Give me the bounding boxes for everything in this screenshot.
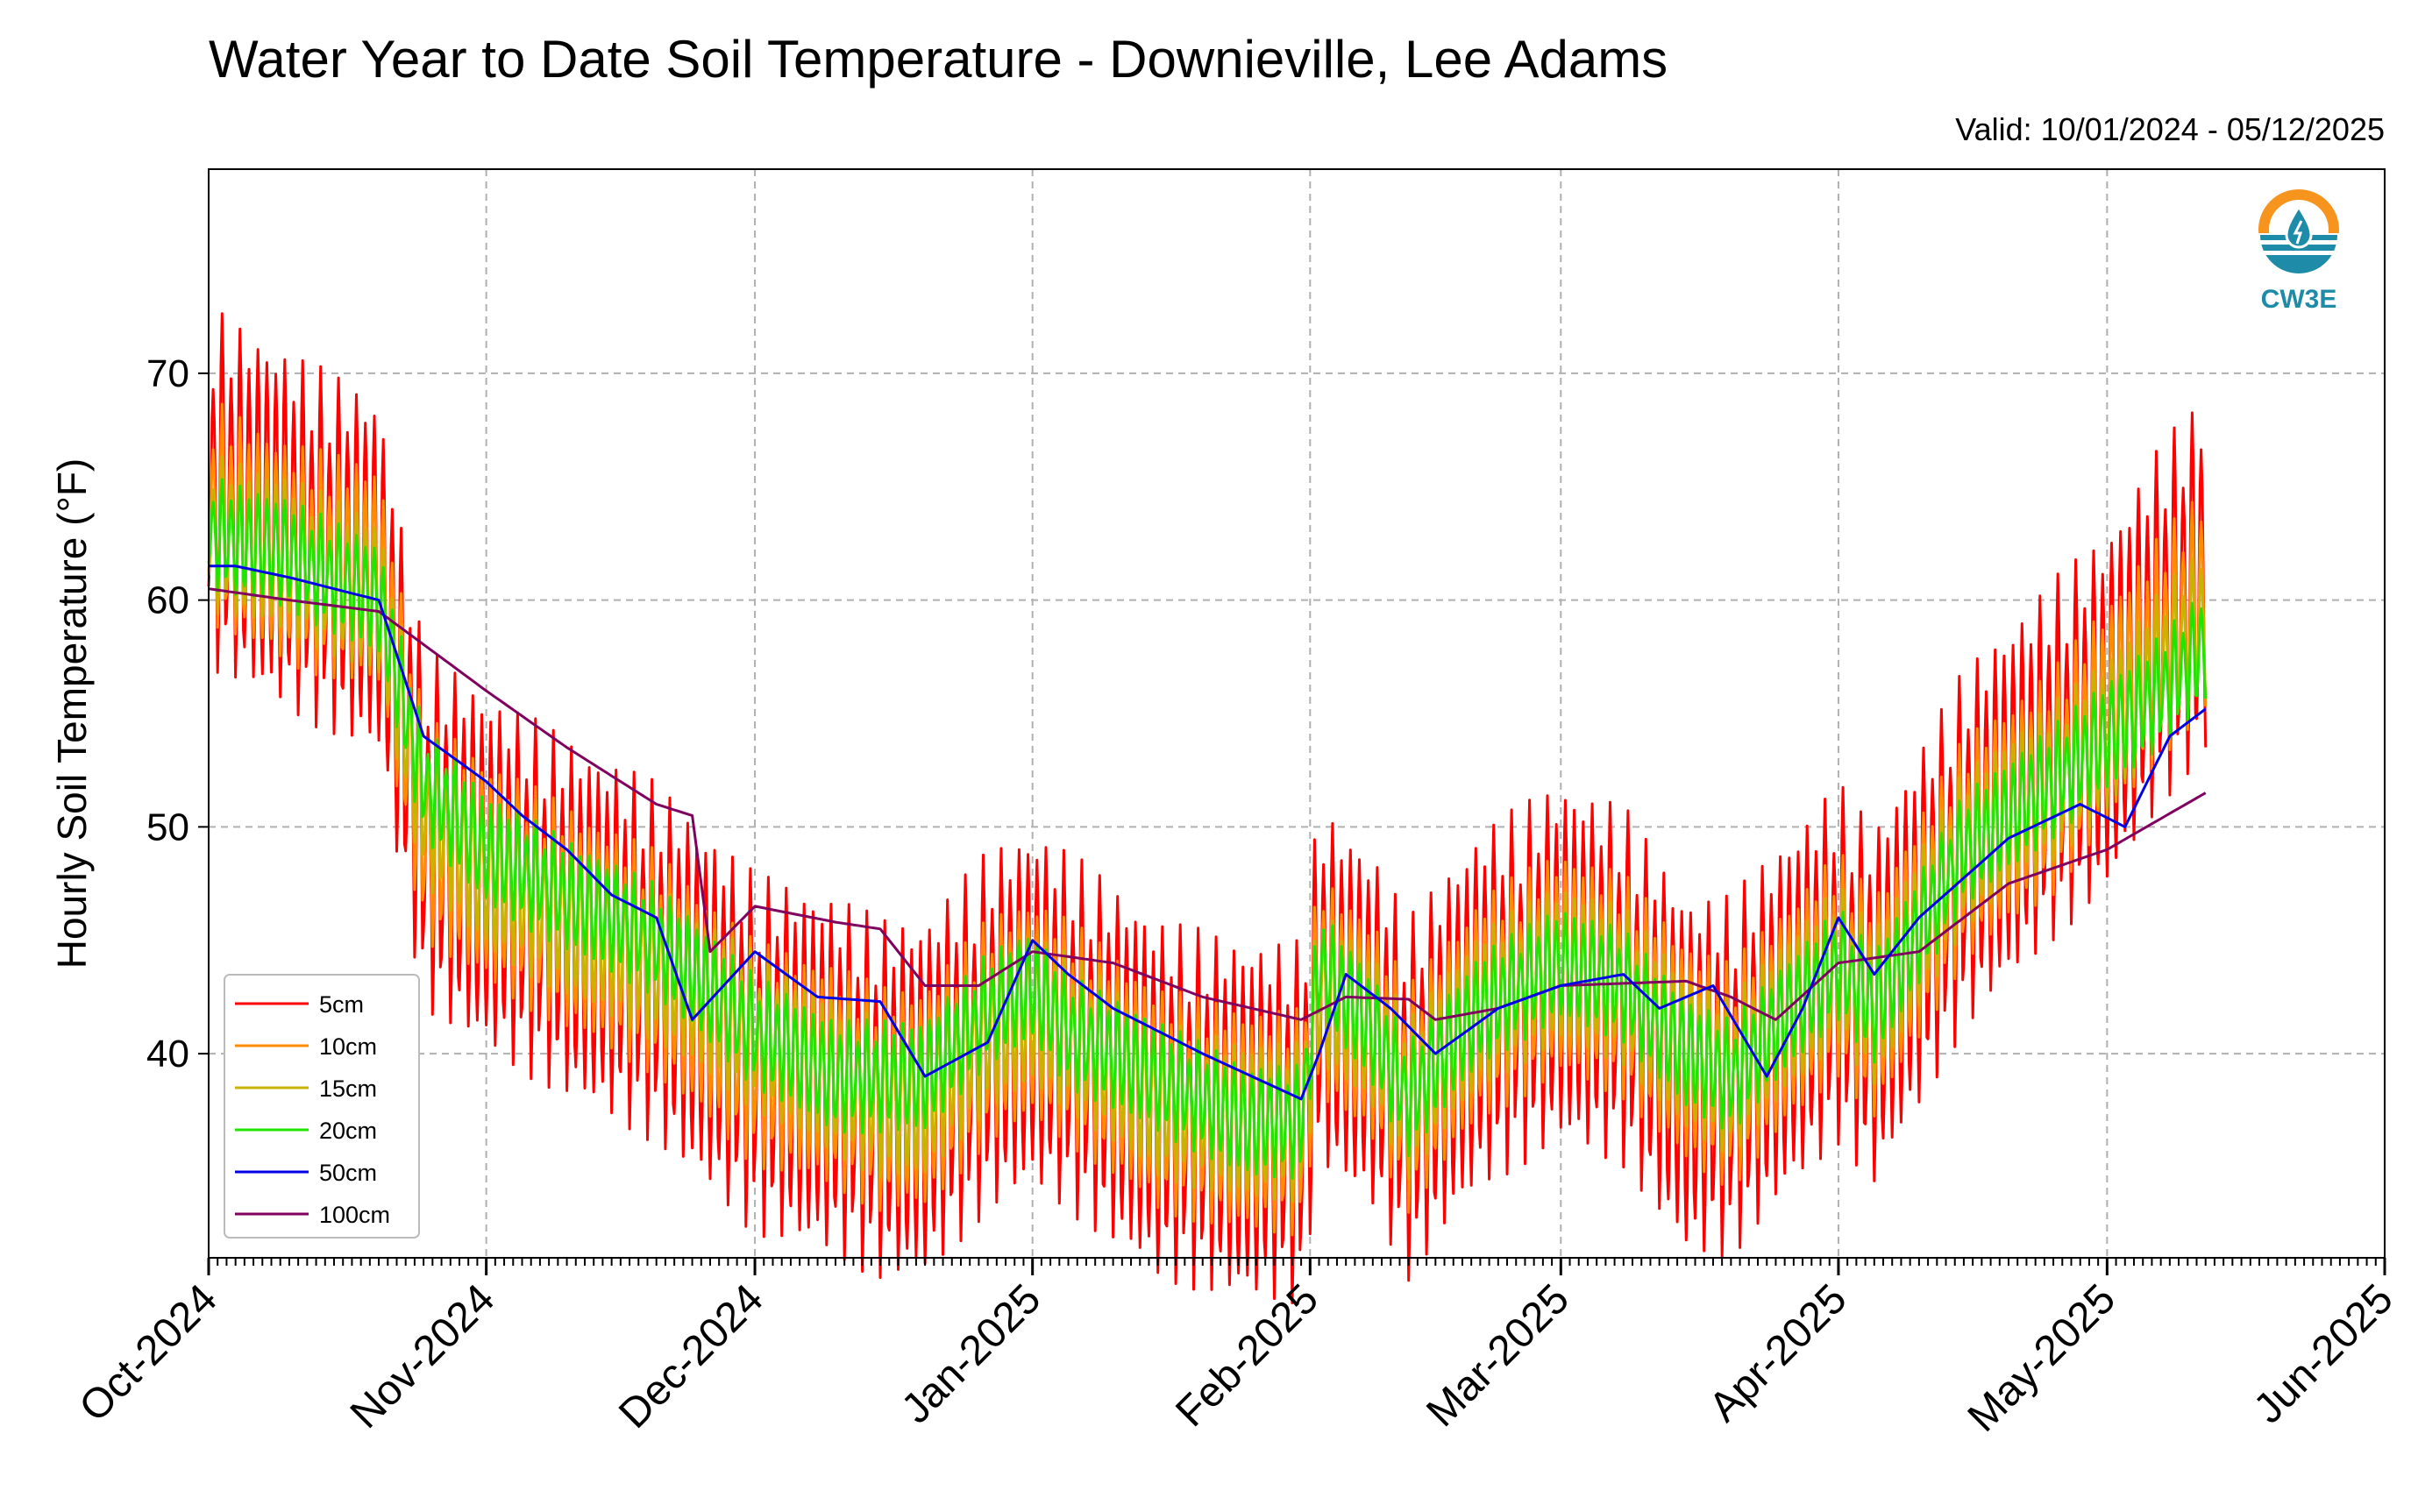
x-tick-label: Nov-2024 [342, 1275, 504, 1437]
cw3e-logo: CW3E [2253, 189, 2344, 314]
x-tick-label: Oct-2024 [71, 1275, 226, 1430]
series-line-50cm [209, 564, 2207, 1101]
y-tick-label: 60 [146, 579, 189, 622]
y-axis: 40 50 60 70 [146, 352, 209, 1075]
legend-label-20cm: 20cm [319, 1118, 377, 1144]
x-tick-label: Dec-2024 [610, 1275, 772, 1437]
legend-label-100cm: 100cm [319, 1202, 390, 1228]
legend-label-50cm: 50cm [319, 1160, 377, 1186]
chart-title: Water Year to Date Soil Temperature - Do… [209, 30, 1668, 89]
legend-label-5cm: 5cm [319, 991, 364, 1018]
plot-frame [208, 168, 2386, 1259]
y-tick-label: 40 [146, 1033, 189, 1075]
x-tick-label: Feb-2025 [1167, 1275, 1327, 1436]
y-axis-label: Hourly Soil Temperature (°F) [49, 458, 95, 969]
valid-range-subtitle: Valid: 10/01/2024 - 05/12/2025 [1955, 111, 2385, 147]
series-line-100cm [208, 587, 2207, 1021]
x-tick-label: Mar-2025 [1418, 1275, 1578, 1436]
y-tick-label: 70 [146, 352, 189, 395]
y-tick-label: 50 [146, 806, 189, 848]
x-tick-label: Apr-2025 [1701, 1275, 1856, 1430]
logo-label: CW3E [2261, 285, 2337, 314]
legend: 5cm 10cm 15cm 20cm 50cm 100cm [224, 974, 420, 1239]
series-lines [207, 312, 2208, 1304]
x-tick-label: May-2025 [1959, 1275, 2124, 1440]
x-axis: Oct-2024 Nov-2024 Dec-2024 Jan-2025 Feb-2025… [71, 1258, 2402, 1441]
series-line-20cm [207, 478, 2208, 1180]
x-tick-label: Jan-2025 [893, 1275, 1049, 1432]
x-tick-label: Jun-2025 [2245, 1275, 2402, 1432]
legend-label-10cm: 10cm [319, 1033, 377, 1060]
minor-ticks [208, 1258, 2386, 1266]
legend-label-15cm: 15cm [319, 1075, 377, 1102]
